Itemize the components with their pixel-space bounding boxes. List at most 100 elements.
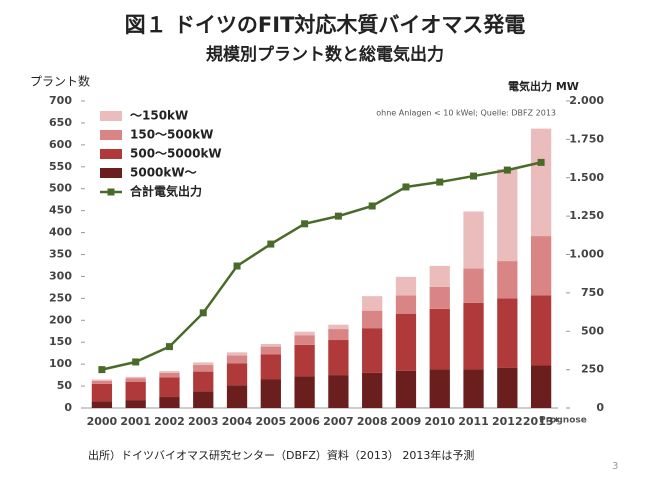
line-marker xyxy=(402,183,410,191)
bar-segment xyxy=(429,286,450,309)
y-tick-label: 400 xyxy=(49,226,72,239)
bar-segment xyxy=(463,268,484,303)
bar-segment xyxy=(260,354,281,380)
bar-segment xyxy=(226,385,248,408)
bar-segment xyxy=(193,391,214,408)
x-tick-label: 2007 xyxy=(323,415,354,428)
x-tick-label: 2004 xyxy=(222,415,253,428)
x-tick-label: 2012 xyxy=(492,415,523,428)
bar-segment xyxy=(294,344,315,377)
bar-segment xyxy=(328,375,349,408)
bar-segment xyxy=(530,128,552,237)
bar-segment xyxy=(91,401,113,408)
bar-segment xyxy=(125,381,146,401)
bar-segment xyxy=(530,365,552,408)
line-marker xyxy=(98,366,106,374)
bar-segment xyxy=(260,343,281,347)
bar-segment xyxy=(530,295,552,366)
line-marker xyxy=(132,358,140,366)
bar-segment xyxy=(125,376,146,379)
bar-segment xyxy=(193,365,214,372)
legend-label: 150～500kW xyxy=(130,128,213,142)
line-series xyxy=(101,161,542,371)
x-tick-label: 2003 xyxy=(188,415,219,428)
x-tick-label: 2005 xyxy=(256,415,287,428)
chart-subtitle: 規模別プラント数と総電気出力 xyxy=(206,44,444,65)
bar-segment xyxy=(125,378,146,382)
bar-segment xyxy=(362,310,383,329)
x-tick-label: 2002 xyxy=(154,415,185,428)
legend-swatch xyxy=(100,168,122,178)
footnote: 出所）ドイツバイオマス研究センター（DBFZ）資料（2013） 2013年は予測 xyxy=(88,448,474,462)
x-tick-label: 2010 xyxy=(424,415,455,428)
y2-tick-label: 500 xyxy=(581,324,604,337)
bar-segment xyxy=(159,372,180,378)
bar-segment xyxy=(429,265,450,287)
forecast-label: Prognose xyxy=(539,416,587,426)
bar-segment xyxy=(260,379,281,408)
y2-tick-label: 2.000 xyxy=(569,94,604,107)
bar-segment xyxy=(260,346,281,355)
y-tick-label: 0 xyxy=(64,401,72,414)
bar-segment xyxy=(395,295,417,314)
y-tick-label: 200 xyxy=(49,313,72,326)
legend-label: 合計電気出力 xyxy=(130,184,202,199)
bar-segment xyxy=(328,340,349,376)
bar-segment xyxy=(497,367,518,408)
bar-segment xyxy=(530,236,552,296)
y-tick-label: 150 xyxy=(49,335,72,348)
line-marker xyxy=(199,309,207,317)
bar-segment xyxy=(91,383,113,402)
y-tick-label: 250 xyxy=(49,291,72,304)
y2-tick-label: 1.000 xyxy=(569,248,604,261)
bar-segment xyxy=(328,329,349,341)
bar-segment xyxy=(226,352,248,356)
y2-tick-label: 1.750 xyxy=(569,132,604,145)
x-tick-label: 2008 xyxy=(357,415,388,428)
line-marker xyxy=(233,262,241,270)
bar-segment xyxy=(395,276,417,296)
y-tick-label: 600 xyxy=(49,138,72,151)
bar-segment xyxy=(125,400,146,408)
y2-tick-label: 250 xyxy=(581,363,604,376)
y2-tick-label: 750 xyxy=(581,286,604,299)
page-number: 3 xyxy=(612,461,618,472)
line-marker xyxy=(503,166,511,174)
y2-tick-label: 1.500 xyxy=(569,171,604,184)
legend-label: 5000kW～ xyxy=(130,166,197,180)
bar-segment xyxy=(159,377,180,398)
y-tick-label: 350 xyxy=(49,248,72,261)
bar-segment xyxy=(226,363,248,386)
bar-segment xyxy=(362,372,383,408)
x-tick-label: 2006 xyxy=(289,415,320,428)
bar-segment xyxy=(463,369,484,408)
bar-segment xyxy=(497,168,518,262)
x-tick-label: 2001 xyxy=(120,415,151,428)
annotation: ohne Anlagen < 10 kWel; Quelle: DBFZ 201… xyxy=(376,109,556,118)
y-tick-label: 700 xyxy=(49,94,72,107)
x-tick-label: 2009 xyxy=(391,415,422,428)
bar-segment xyxy=(91,380,113,384)
bar-segment xyxy=(429,308,450,370)
legend-label: ～150kW xyxy=(130,109,188,123)
line-marker xyxy=(368,202,376,210)
line-marker xyxy=(165,343,173,351)
bar-segment xyxy=(463,211,484,269)
bar-segment xyxy=(226,355,248,364)
x-tick-label: 2011 xyxy=(458,415,489,428)
y-tick-label: 50 xyxy=(57,379,73,392)
legend-swatch xyxy=(100,111,122,121)
bar-segment xyxy=(193,371,214,392)
bar-segment xyxy=(362,296,383,311)
chart-title: 図１ ドイツのFIT対応木質バイオマス発電 xyxy=(125,13,526,37)
line-marker xyxy=(334,212,342,220)
bar-segment xyxy=(395,313,417,371)
y-tick-label: 500 xyxy=(49,182,72,195)
y-axis-label: プラント数 xyxy=(30,74,90,89)
legend-box xyxy=(93,104,343,204)
bar-segment xyxy=(193,362,214,366)
line-marker xyxy=(301,220,309,228)
bar-segment xyxy=(362,328,383,373)
legend-swatch xyxy=(100,149,122,159)
